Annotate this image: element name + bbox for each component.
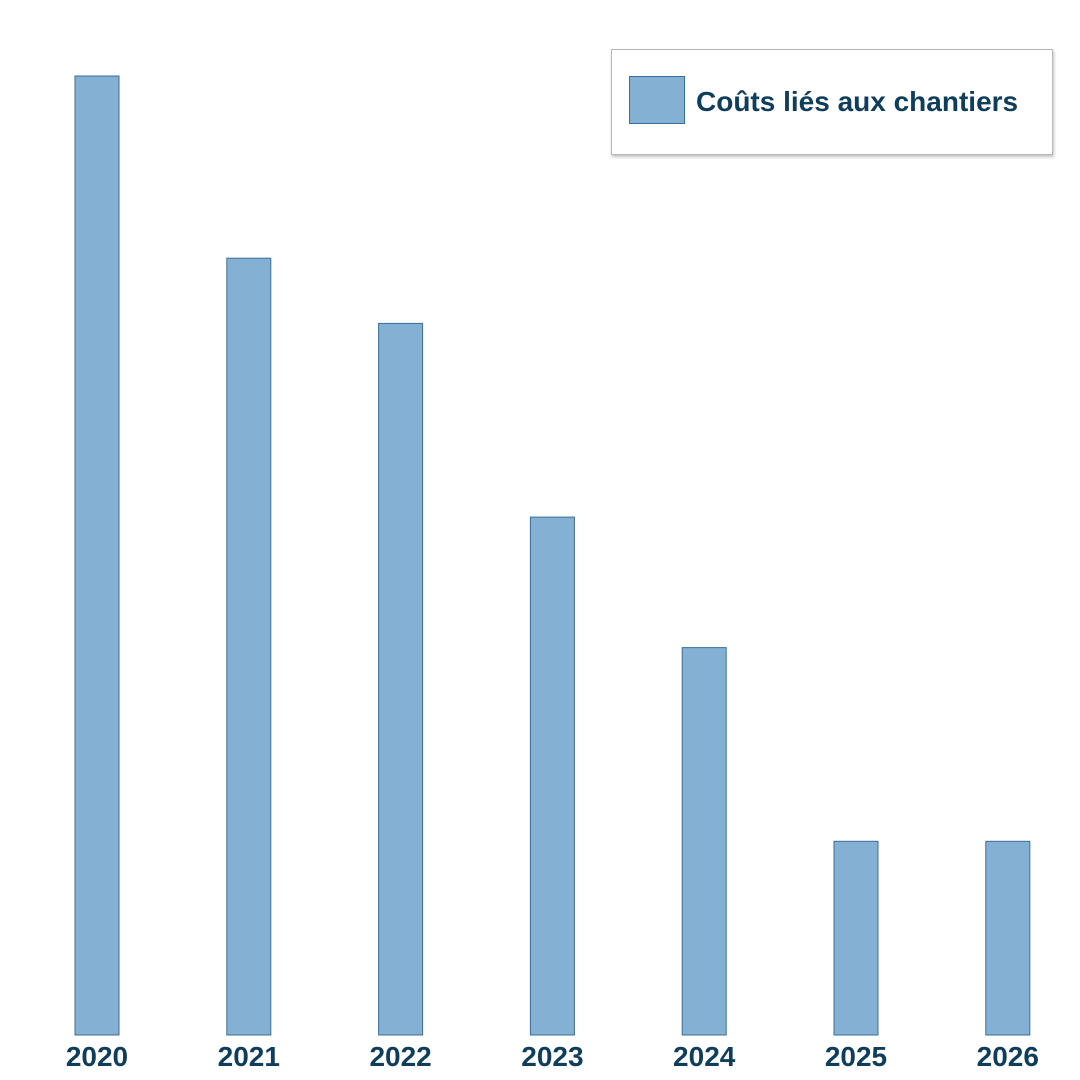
bar-2026 [985,840,1031,1036]
bar-2024 [681,647,727,1036]
legend: Coûts liés aux chantiers [611,49,1053,155]
x-tick-label-2020: 2020 [66,1041,128,1072]
bar-2022 [378,322,424,1036]
x-tick-label-2021: 2021 [218,1041,280,1072]
bar-2021 [226,257,272,1036]
bar-2020 [74,75,120,1036]
x-tick-label-2026: 2026 [977,1041,1039,1072]
x-tick-labels: 2020 2021 2022 2023 2024 2025 2026 [66,1041,1039,1072]
legend-swatch [629,76,685,124]
x-tick-label-2023: 2023 [521,1041,583,1072]
bars-group [74,75,1031,1036]
bar-2023 [529,516,575,1036]
legend-label: Coûts liés aux chantiers [696,86,1019,117]
x-tick-label-2025: 2025 [825,1041,887,1072]
x-tick-label-2022: 2022 [369,1041,431,1072]
bar-2025 [833,840,879,1036]
x-tick-label-2024: 2024 [673,1041,736,1072]
